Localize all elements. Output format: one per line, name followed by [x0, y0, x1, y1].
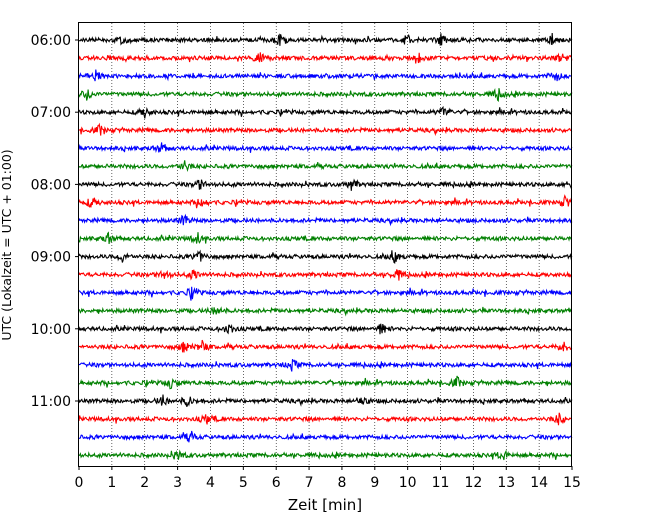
trace-line — [78, 286, 573, 301]
x-tick-label: 7 — [305, 475, 314, 491]
y-axis-ticks: 06:00 07:00 08:00 09:00 10:00 11:00 — [31, 33, 79, 410]
grid-lines — [111, 23, 540, 466]
y-tick-label: 07:00 — [31, 105, 71, 121]
trace-line — [78, 306, 573, 317]
trace-line — [78, 88, 573, 102]
trace-line — [78, 69, 572, 82]
y-tick-label: 08:00 — [31, 177, 71, 193]
x-tick-label: 12 — [464, 475, 482, 491]
trace-line — [78, 323, 573, 335]
x-tick-label: 13 — [497, 475, 515, 491]
trace-line — [78, 449, 572, 461]
trace-line — [78, 142, 573, 153]
x-tick-label: 11 — [432, 475, 450, 491]
x-tick-label: 1 — [107, 475, 116, 491]
x-tick-label: 0 — [75, 475, 84, 491]
trace-line — [78, 33, 573, 46]
y-tick-label: 10:00 — [31, 322, 71, 338]
trace-line — [78, 105, 573, 119]
plot-frame — [78, 22, 572, 467]
x-tick-label: 2 — [140, 475, 149, 491]
trace-line — [78, 412, 573, 426]
trace-line — [78, 339, 573, 353]
y-tick-label: 06:00 — [31, 33, 71, 49]
y-tick-label: 11:00 — [31, 394, 71, 410]
trace-line — [78, 52, 573, 64]
x-tick-label: 15 — [563, 475, 581, 491]
x-axis-ticks: 0 1 2 3 4 5 6 7 8 9 10 11 12 13 14 15 — [75, 466, 581, 491]
x-tick-label: 6 — [272, 475, 281, 491]
x-tick-label: 4 — [206, 475, 215, 491]
trace-line — [78, 213, 573, 227]
y-axis-label: UTC (Lokalzeit = UTC + 01:00) — [0, 149, 14, 340]
x-axis-label: Zeit [min] — [288, 496, 362, 514]
trace-line — [78, 122, 573, 137]
x-tick-label: 9 — [370, 475, 379, 491]
trace-line — [78, 269, 573, 281]
trace-line — [78, 394, 573, 408]
trace-line — [78, 160, 573, 173]
trace-line — [79, 358, 573, 372]
trace-line — [78, 178, 573, 191]
x-tick-label: 14 — [530, 475, 548, 491]
x-tick-label: 8 — [337, 475, 346, 491]
x-tick-label: 3 — [173, 475, 182, 491]
trace-line — [78, 430, 573, 443]
x-tick-label: 5 — [239, 475, 248, 491]
trace-line — [78, 375, 573, 390]
y-tick-label: 09:00 — [31, 250, 71, 266]
seismogram-traces — [78, 33, 573, 461]
x-tick-label: 10 — [399, 475, 417, 491]
trace-line — [78, 194, 573, 209]
trace-line — [78, 249, 573, 264]
trace-line — [78, 231, 573, 245]
